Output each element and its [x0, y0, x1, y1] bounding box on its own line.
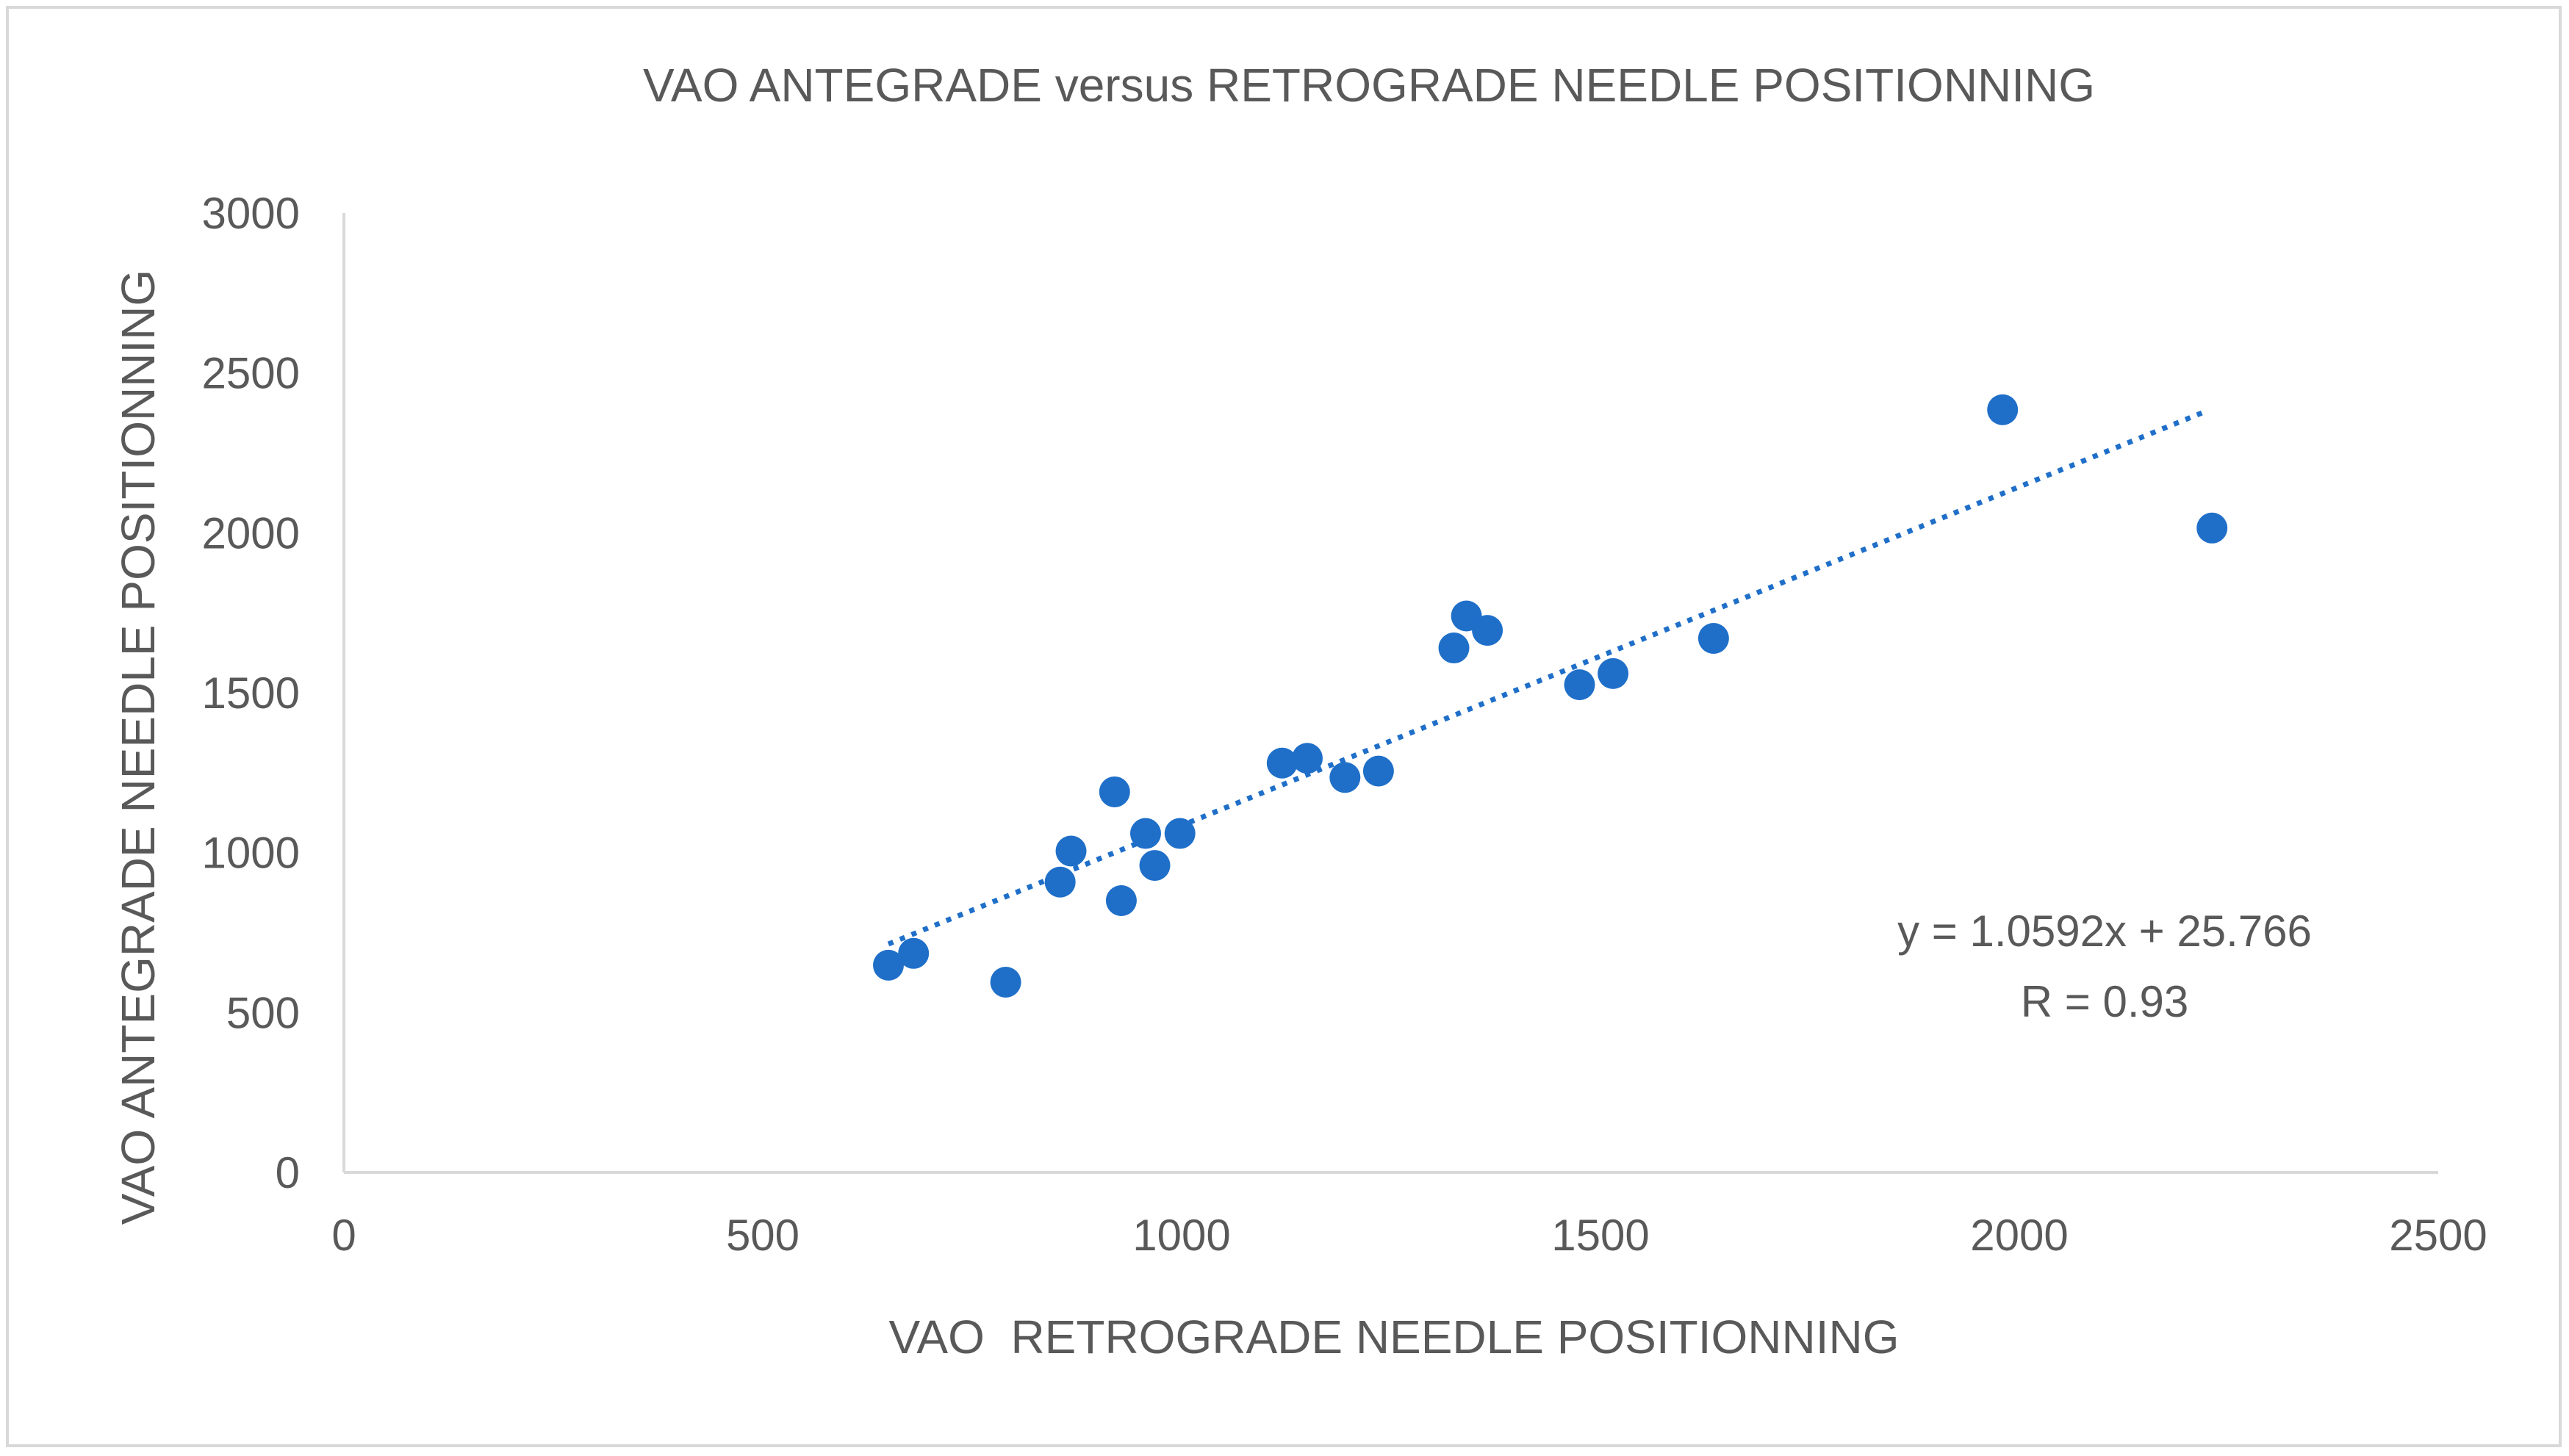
- scatter-chart: VAO ANTEGRADE versus RETROGRADE NEEDLE P…: [112, 59, 2487, 1363]
- x-tick-label: 1500: [1551, 1211, 1649, 1260]
- data-points: [873, 394, 2228, 998]
- data-point: [1105, 884, 1137, 916]
- x-tick-label: 2500: [2389, 1211, 2487, 1260]
- data-point: [1292, 743, 1323, 774]
- trendline: [887, 408, 2209, 947]
- data-point: [1697, 622, 1729, 654]
- chart-area: VAO ANTEGRADE versus RETROGRADE NEEDLE P…: [6, 6, 2562, 1447]
- y-axis-title: VAO ANTEGRADE NEEDLE POSITIONNING: [112, 270, 165, 1225]
- trendline-equation: y = 1.0592x + 25.766: [1897, 907, 2312, 956]
- data-point: [1139, 850, 1171, 882]
- y-tick-label: 2500: [202, 349, 300, 398]
- x-axis-title: VAO RETROGRADE NEEDLE POSITIONNING: [888, 1311, 1899, 1363]
- r-value-label: R = 0.93: [2021, 977, 2189, 1026]
- data-point: [1438, 633, 1470, 664]
- data-point: [1099, 776, 1130, 807]
- y-tick-label: 1000: [202, 829, 300, 878]
- x-tick-label: 0: [331, 1211, 356, 1260]
- y-tick-label: 2000: [202, 508, 300, 558]
- data-point: [1362, 755, 1394, 787]
- data-point: [1044, 866, 1076, 898]
- x-tick-labels: 0 500 1000 1500 2000 2500: [331, 1211, 2487, 1260]
- data-point: [898, 937, 930, 969]
- y-tick-label: 500: [226, 988, 300, 1037]
- chart-title: VAO ANTEGRADE versus RETROGRADE NEEDLE P…: [643, 59, 2095, 112]
- y-tick-label: 1500: [202, 668, 300, 718]
- data-point: [1266, 747, 1298, 779]
- x-tick-label: 2000: [1970, 1211, 2068, 1260]
- data-point: [1164, 818, 1196, 849]
- y-tick-labels: 0 500 1000 1500 2000 2500 3000: [202, 189, 300, 1197]
- data-point: [990, 966, 1021, 998]
- y-tick-label: 0: [276, 1148, 300, 1197]
- data-point: [1055, 835, 1087, 867]
- y-tick-label: 3000: [202, 189, 300, 238]
- data-point: [2196, 512, 2228, 544]
- data-point: [1329, 762, 1361, 793]
- data-point: [873, 949, 904, 981]
- data-point: [1987, 394, 2019, 425]
- x-tick-label: 1000: [1132, 1211, 1230, 1260]
- data-point: [1598, 657, 1629, 689]
- data-point: [1564, 669, 1595, 701]
- data-point: [1129, 818, 1161, 849]
- x-tick-label: 500: [726, 1211, 800, 1260]
- data-point: [1472, 615, 1503, 646]
